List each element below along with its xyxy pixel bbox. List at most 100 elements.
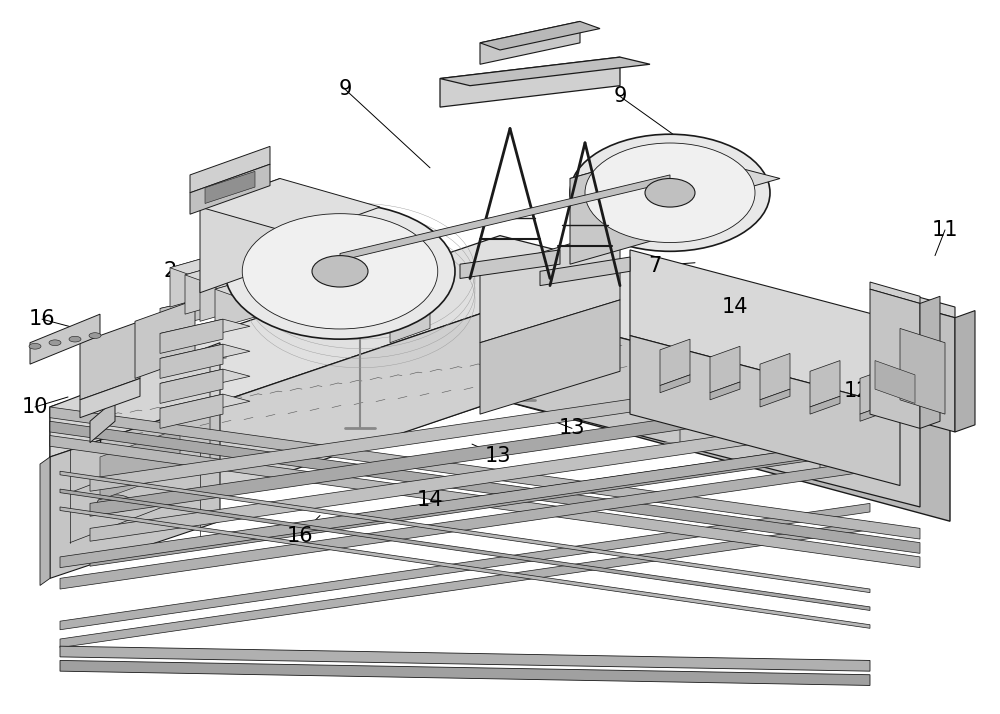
Polygon shape [160,294,223,328]
Polygon shape [710,346,740,393]
Polygon shape [135,300,195,378]
Ellipse shape [585,143,755,243]
Polygon shape [540,257,630,286]
Text: 16: 16 [287,526,313,545]
Polygon shape [660,339,690,386]
Polygon shape [205,171,255,203]
Polygon shape [30,314,100,364]
Polygon shape [160,344,250,366]
Polygon shape [90,439,870,566]
Polygon shape [860,368,890,414]
Polygon shape [955,311,975,432]
Polygon shape [920,296,940,428]
Polygon shape [215,275,285,296]
Polygon shape [500,307,920,507]
Polygon shape [190,164,270,214]
Text: 16: 16 [29,309,55,329]
Text: 14: 14 [722,297,748,317]
Polygon shape [870,289,920,428]
Polygon shape [160,394,250,416]
Polygon shape [60,646,870,671]
Polygon shape [50,343,220,457]
Ellipse shape [312,256,368,287]
Polygon shape [80,378,140,418]
Polygon shape [570,150,670,264]
Polygon shape [190,146,270,193]
Polygon shape [160,319,250,341]
Polygon shape [200,178,380,236]
Text: 11: 11 [932,220,958,240]
Polygon shape [50,436,920,568]
Polygon shape [60,521,870,648]
Polygon shape [890,289,955,318]
Polygon shape [215,275,265,328]
Polygon shape [160,394,223,428]
Polygon shape [80,321,140,400]
Polygon shape [480,21,580,64]
Polygon shape [875,361,915,403]
Text: 13: 13 [559,418,585,438]
Polygon shape [90,414,870,541]
Polygon shape [60,660,870,685]
Polygon shape [160,369,250,391]
Polygon shape [50,407,920,539]
Polygon shape [480,228,620,343]
Polygon shape [340,278,380,336]
Ellipse shape [242,213,438,329]
Polygon shape [900,328,945,414]
Text: 10: 10 [22,397,48,417]
Polygon shape [60,471,870,593]
Text: 9: 9 [613,86,627,106]
Polygon shape [710,382,740,400]
Ellipse shape [89,333,101,338]
Polygon shape [60,503,870,630]
Polygon shape [160,344,223,378]
Polygon shape [890,300,955,432]
Polygon shape [660,375,690,393]
Polygon shape [630,336,900,486]
Ellipse shape [49,340,61,346]
Polygon shape [90,389,870,516]
Ellipse shape [29,343,41,349]
Polygon shape [760,353,790,400]
Polygon shape [160,294,250,316]
Polygon shape [500,307,950,521]
Polygon shape [50,400,220,578]
Polygon shape [810,361,840,407]
Ellipse shape [570,134,770,251]
Ellipse shape [97,495,133,512]
Polygon shape [170,253,240,275]
Text: 12: 12 [844,381,870,401]
Polygon shape [90,364,870,491]
Polygon shape [480,300,620,414]
Polygon shape [390,286,430,343]
Ellipse shape [645,178,695,207]
Polygon shape [100,236,920,443]
Polygon shape [100,428,180,500]
Polygon shape [160,369,223,403]
Polygon shape [185,261,235,314]
Polygon shape [460,250,560,278]
Polygon shape [50,421,920,553]
Polygon shape [60,507,870,628]
Polygon shape [200,268,270,289]
Polygon shape [50,257,950,457]
Text: 2: 2 [163,261,177,281]
Polygon shape [440,57,620,107]
Polygon shape [60,439,870,568]
Polygon shape [870,282,920,303]
Polygon shape [290,271,330,328]
Polygon shape [440,57,650,86]
Polygon shape [200,268,250,321]
Polygon shape [480,21,600,50]
Text: 7: 7 [648,256,662,276]
Polygon shape [90,400,115,443]
Polygon shape [100,307,500,536]
Text: 13: 13 [485,446,511,466]
Polygon shape [760,389,790,407]
Polygon shape [160,319,223,353]
Polygon shape [60,461,870,589]
Polygon shape [810,396,840,414]
Polygon shape [630,250,900,407]
Polygon shape [170,253,220,307]
